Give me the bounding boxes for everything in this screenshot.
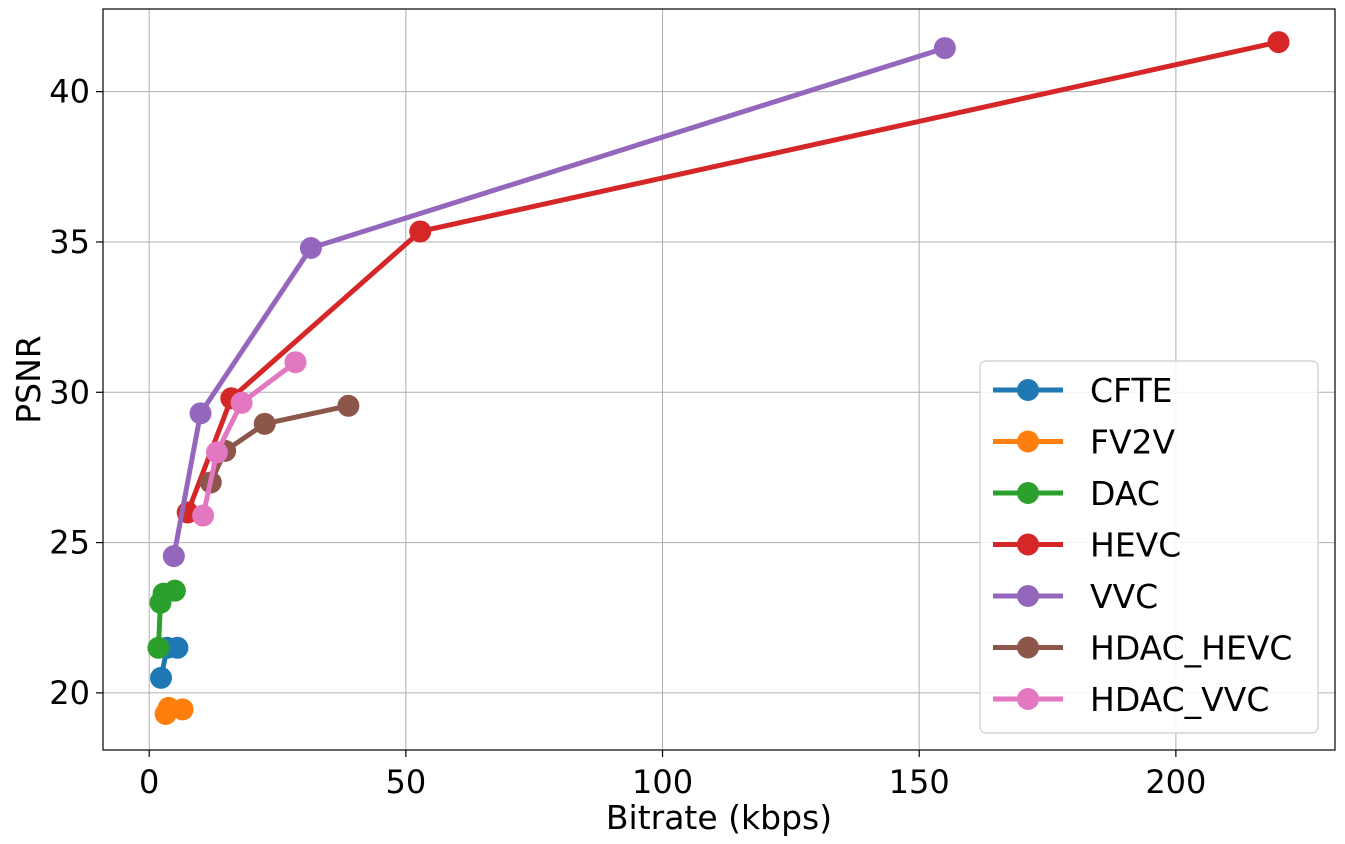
data-point xyxy=(337,394,360,417)
ticks: 0 50 100 150 200 20 25 30 35 40 xyxy=(49,73,1206,801)
legend-label: FV2V xyxy=(1090,423,1176,462)
series-hdac-vvc xyxy=(192,351,307,527)
data-point xyxy=(166,636,189,659)
data-point xyxy=(163,579,186,602)
x-tick-label: 100 xyxy=(632,763,693,801)
x-tick-label: 0 xyxy=(139,763,159,801)
legend-label: DAC xyxy=(1090,474,1160,513)
series-fv2v xyxy=(154,696,194,725)
data-point xyxy=(192,504,215,527)
legend-label: VVC xyxy=(1090,577,1158,616)
legend-label: CFTE xyxy=(1090,371,1172,410)
x-tick-label: 50 xyxy=(386,763,427,801)
series-dac xyxy=(147,579,186,659)
series-line xyxy=(200,359,298,519)
plot-frame xyxy=(102,8,1336,751)
legend-frame xyxy=(979,360,1319,734)
x-tick-label: 150 xyxy=(889,763,950,801)
series-line xyxy=(171,45,948,559)
legend-swatch-marker xyxy=(1017,430,1039,453)
legend-label: HDAC_VVC xyxy=(1090,680,1269,719)
legend-label: HEVC xyxy=(1090,526,1181,565)
data-point xyxy=(933,37,956,60)
series-layer xyxy=(147,31,1290,725)
series-hdac-hevc xyxy=(199,394,360,494)
series-vvc xyxy=(162,37,956,568)
data-point xyxy=(171,698,194,721)
data-point xyxy=(284,351,307,374)
data-point xyxy=(162,545,185,568)
legend-swatch-marker xyxy=(1017,585,1039,607)
data-point xyxy=(150,666,173,689)
series-line xyxy=(208,403,351,485)
data-point xyxy=(189,402,212,425)
legend-swatch-marker xyxy=(1017,688,1039,710)
y-tick-label: 25 xyxy=(49,524,90,562)
data-point xyxy=(147,636,170,659)
legend-swatch-marker xyxy=(1017,533,1039,556)
y-tick-label: 20 xyxy=(49,674,90,712)
y-tick-label: 35 xyxy=(49,223,90,261)
data-point xyxy=(205,441,228,464)
data-point xyxy=(409,220,432,243)
x-tick-label: 200 xyxy=(1145,763,1206,801)
data-point xyxy=(1267,31,1290,54)
legend-swatch-marker xyxy=(1017,482,1039,504)
x-axis-label: Bitrate (kbps) xyxy=(606,798,832,837)
legend-swatch-marker xyxy=(1017,636,1039,659)
y-tick-label: 30 xyxy=(49,373,90,411)
legend-label: HDAC_HEVC xyxy=(1090,629,1292,668)
data-point xyxy=(253,412,276,435)
y-axis-label: PSNR xyxy=(9,335,48,423)
y-tick-label: 40 xyxy=(49,73,90,111)
data-point xyxy=(299,236,322,259)
data-point xyxy=(230,391,253,414)
legend-swatch-marker xyxy=(1017,379,1039,401)
legend: CFTE FV2V DAC HEVC VVC HDAC_HEVC HDAC_VVC xyxy=(979,360,1319,734)
